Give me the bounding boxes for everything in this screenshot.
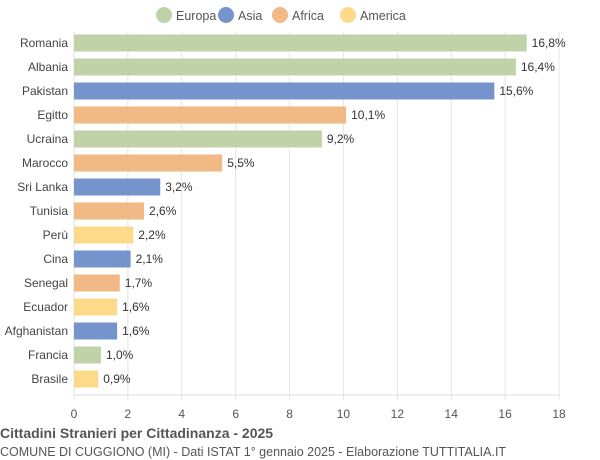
bar: [74, 154, 223, 172]
legend-label: Africa: [292, 9, 324, 23]
data-label: 1,7%: [125, 276, 153, 290]
category-label: Ucraina: [27, 132, 69, 146]
legend-marker: [340, 7, 356, 23]
bar: [74, 226, 134, 244]
data-label: 2,2%: [138, 228, 166, 242]
category-label: Marocco: [22, 156, 68, 170]
bar: [74, 370, 99, 388]
data-label: 15,6%: [499, 84, 533, 98]
bar: [74, 298, 118, 316]
category-label: Afghanistan: [5, 324, 68, 338]
bar: [74, 34, 527, 52]
chart-title: Cittadini Stranieri per Cittadinanza - 2…: [0, 425, 274, 441]
x-tick-label: 2: [125, 407, 132, 420]
category-label: Tunisia: [30, 204, 69, 218]
bar: [74, 130, 322, 148]
data-label: 2,6%: [149, 204, 177, 218]
x-tick-label: 6: [232, 407, 239, 420]
x-tick-label: 8: [286, 407, 293, 420]
x-tick-label: 0: [71, 407, 78, 420]
bar: [74, 322, 118, 340]
category-label: Albania: [28, 60, 68, 74]
data-label: 1,6%: [122, 300, 150, 314]
bar-chart: 0 2 4 6 8 10 12 14 16 18 Romania 16,8% Albania 16,4% P…: [5, 7, 566, 420]
category-label: Brasile: [31, 372, 68, 386]
category-label: Ecuador: [23, 300, 68, 314]
data-label: 0,9%: [103, 372, 131, 386]
legend-label: Europa: [176, 9, 216, 23]
data-label: 9,2%: [327, 132, 355, 146]
category-label: Senegal: [24, 276, 68, 290]
x-tick-label: 12: [391, 407, 405, 420]
x-tick-label: 14: [445, 407, 459, 420]
legend-label: America: [360, 9, 406, 23]
bar: [74, 202, 145, 220]
bar: [74, 106, 347, 124]
data-label: 16,8%: [532, 36, 566, 50]
bar: [74, 178, 161, 196]
bar: [74, 274, 120, 292]
data-label: 1,6%: [122, 324, 150, 338]
x-tick-label: 16: [498, 407, 512, 420]
data-label: 2,1%: [136, 252, 164, 266]
bar: [74, 250, 131, 268]
category-label: Pakistan: [22, 84, 68, 98]
data-label: 16,4%: [521, 60, 555, 74]
bar: [74, 82, 495, 100]
chart-subtitle: COMUNE DI CUGGIONO (MI) - Dati ISTAT 1° …: [0, 445, 507, 459]
legend-label: Asia: [238, 9, 262, 23]
category-label: Romania: [20, 36, 68, 50]
legend-marker: [156, 7, 172, 23]
legend-marker: [272, 7, 288, 23]
x-tick-label: 18: [552, 407, 566, 420]
x-tick-label: 4: [178, 407, 185, 420]
bar: [74, 346, 101, 364]
x-tick-label: 10: [337, 407, 351, 420]
data-label: 1,0%: [106, 348, 134, 362]
category-label: Sri Lanka: [17, 180, 68, 194]
category-label: Francia: [28, 348, 68, 362]
category-label: Cina: [43, 252, 68, 266]
legend-marker: [218, 7, 234, 23]
category-label: Egitto: [37, 108, 68, 122]
data-label: 5,5%: [227, 156, 255, 170]
bar: [74, 58, 516, 76]
category-label: Perù: [43, 228, 68, 242]
data-label: 3,2%: [165, 180, 193, 194]
data-label: 10,1%: [351, 108, 385, 122]
